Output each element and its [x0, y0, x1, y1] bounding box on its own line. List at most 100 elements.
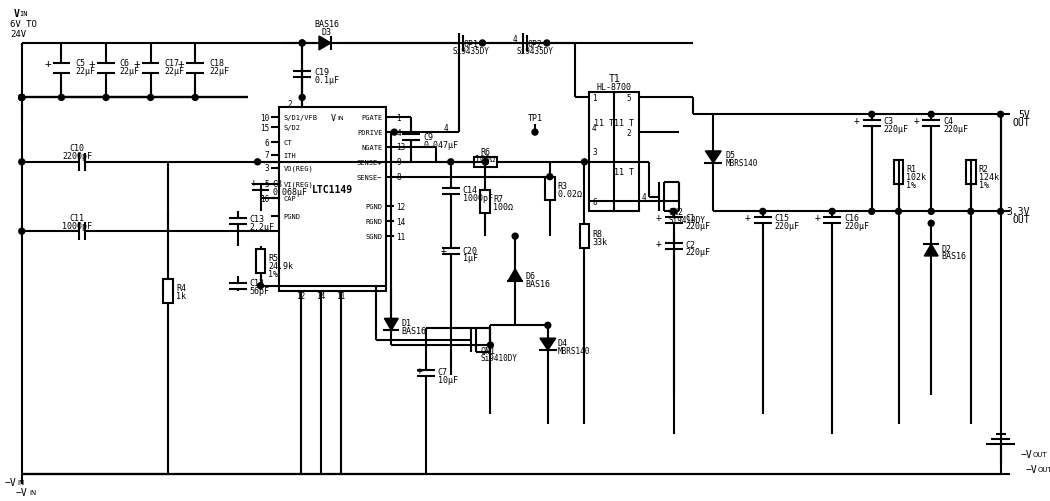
Circle shape [19, 229, 25, 234]
Text: R4: R4 [176, 284, 186, 293]
Text: 1%: 1% [979, 181, 989, 190]
Text: SENSE+: SENSE+ [357, 159, 382, 165]
Text: MBRS140: MBRS140 [558, 346, 590, 355]
Text: R5: R5 [269, 254, 278, 263]
Text: C13: C13 [250, 214, 265, 223]
Polygon shape [706, 152, 721, 163]
Text: CT: CT [284, 140, 292, 146]
Text: Si9435DY: Si9435DY [517, 47, 553, 56]
Text: D3: D3 [322, 28, 332, 37]
Bar [580, 225, 589, 248]
Text: PGND: PGND [365, 204, 382, 210]
Circle shape [547, 174, 552, 180]
Text: 10μF: 10μF [438, 376, 458, 384]
Text: 1: 1 [396, 114, 401, 123]
Text: BAS16: BAS16 [525, 280, 550, 289]
Text: 56pF: 56pF [250, 287, 270, 296]
Circle shape [19, 95, 25, 101]
Text: 4: 4 [512, 35, 518, 44]
Polygon shape [319, 37, 331, 51]
Text: +: + [177, 59, 185, 69]
Text: Si9410DY: Si9410DY [481, 354, 518, 363]
Circle shape [928, 112, 934, 118]
Text: 15: 15 [260, 123, 270, 132]
Text: 0.068μF: 0.068μF [272, 188, 308, 197]
Circle shape [582, 159, 587, 165]
Text: 220μF: 220μF [943, 124, 968, 133]
Text: IN: IN [19, 11, 27, 17]
Text: MBRS140: MBRS140 [726, 159, 757, 168]
Text: PGND: PGND [284, 214, 300, 220]
Text: 3: 3 [265, 164, 270, 173]
Text: 5: 5 [627, 94, 631, 103]
Text: 100Ω: 100Ω [476, 155, 496, 164]
Text: TP1: TP1 [527, 114, 543, 123]
Text: 0.047μF: 0.047μF [423, 140, 458, 149]
Text: C15: C15 [775, 213, 790, 222]
Text: 1000pF: 1000pF [463, 193, 492, 202]
Circle shape [299, 41, 306, 47]
Text: 1: 1 [592, 94, 596, 103]
Text: R2: R2 [979, 165, 989, 174]
Circle shape [19, 95, 25, 101]
Text: QN2: QN2 [669, 207, 684, 216]
Text: +: + [44, 59, 51, 69]
Circle shape [148, 95, 153, 101]
Text: 2: 2 [287, 100, 292, 109]
Text: C4: C4 [943, 117, 953, 125]
Text: LTC1149: LTC1149 [312, 185, 354, 195]
Circle shape [299, 41, 306, 47]
Text: 1%: 1% [906, 181, 917, 190]
Text: 8: 8 [396, 173, 401, 182]
Text: 4: 4 [592, 123, 596, 132]
Text: +: + [656, 238, 662, 248]
Text: SENSE−: SENSE− [357, 174, 382, 180]
Bar [894, 160, 903, 184]
Text: +: + [746, 213, 751, 223]
Text: 11 T: 11 T [614, 118, 634, 127]
Circle shape [928, 209, 934, 215]
Text: 5V: 5V [1018, 110, 1030, 120]
Text: 220μF: 220μF [686, 221, 711, 230]
Text: 6V TO: 6V TO [9, 20, 37, 29]
Bar [589, 93, 639, 212]
Circle shape [19, 95, 25, 101]
Text: 6: 6 [592, 197, 596, 206]
Text: BAS16: BAS16 [401, 326, 426, 335]
Text: +: + [815, 213, 820, 223]
Text: 2: 2 [627, 128, 631, 137]
Text: C3: C3 [884, 117, 894, 125]
Text: HL-8700: HL-8700 [596, 83, 632, 92]
Circle shape [299, 95, 306, 101]
Circle shape [671, 209, 676, 215]
Text: C2: C2 [686, 240, 695, 249]
Text: C14: C14 [463, 186, 478, 195]
Text: 7: 7 [265, 151, 270, 160]
Circle shape [392, 130, 397, 136]
Text: R3: R3 [558, 182, 568, 191]
Text: 220μF: 220μF [686, 248, 711, 257]
Circle shape [544, 41, 550, 47]
Text: 24V: 24V [9, 30, 26, 39]
Text: PDRIVE: PDRIVE [357, 130, 382, 136]
Circle shape [487, 343, 494, 348]
Text: C9: C9 [423, 132, 433, 141]
Text: R1: R1 [906, 165, 917, 174]
Text: C7: C7 [438, 368, 448, 377]
Text: Si9435DY: Si9435DY [453, 47, 489, 56]
Circle shape [512, 233, 518, 239]
Circle shape [896, 209, 902, 215]
Text: 1k: 1k [176, 292, 186, 301]
Text: 0.1μF: 0.1μF [314, 76, 339, 85]
Bar [545, 177, 554, 201]
Text: −V: −V [5, 477, 17, 487]
Text: 11 T: 11 T [614, 168, 634, 177]
Text: IN: IN [29, 489, 37, 494]
Circle shape [447, 159, 454, 165]
Bar [474, 157, 498, 167]
Text: C12: C12 [250, 279, 265, 288]
Text: +: + [854, 116, 860, 126]
Text: Si9410DY: Si9410DY [669, 215, 706, 224]
Circle shape [59, 95, 64, 101]
Text: D4: D4 [558, 338, 568, 347]
